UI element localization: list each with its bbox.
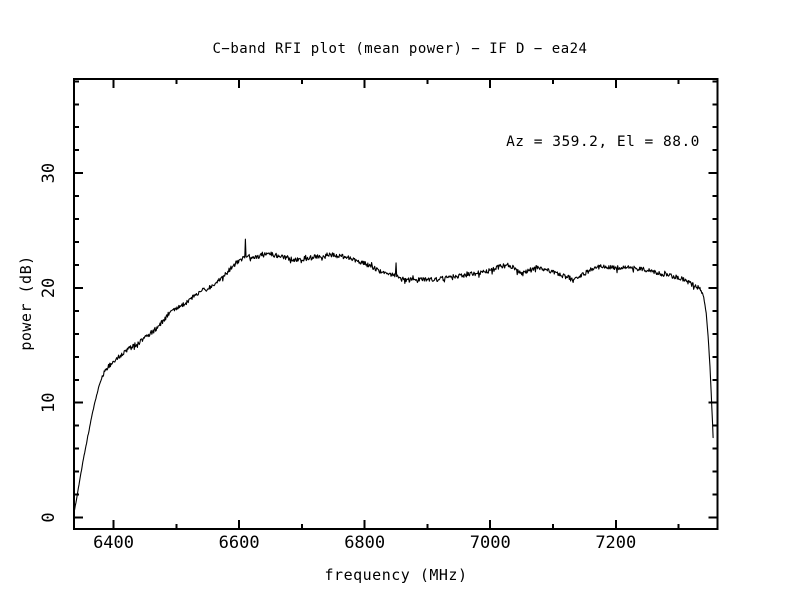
x-tick-label: 7200 (595, 533, 636, 553)
mean-power-trace (73, 238, 714, 514)
x-tick-label: 6600 (219, 533, 260, 553)
y-tick-label: 10 (39, 392, 59, 412)
plot-title: C−band RFI plot (mean power) − IF D − ea… (212, 41, 587, 57)
data-trace (73, 238, 714, 514)
y-axis-label: power (dB) (17, 255, 35, 350)
y-tick-label: 20 (39, 278, 59, 298)
x-axis-label: frequency (MHz) (325, 566, 468, 584)
axis-tick-labels: 6400 6600 6800 7000 7200 0 10 20 30 (39, 163, 636, 553)
x-tick-label: 6800 (344, 533, 385, 553)
x-tick-label: 6400 (93, 533, 134, 553)
x-tick-label: 7000 (470, 533, 511, 553)
axis-ticks (74, 79, 718, 529)
plot-frame (73, 78, 719, 530)
annotation-az-el: Az = 359.2, El = 88.0 (506, 134, 700, 150)
y-tick-label: 30 (39, 163, 59, 183)
y-tick-label: 0 (39, 512, 59, 522)
